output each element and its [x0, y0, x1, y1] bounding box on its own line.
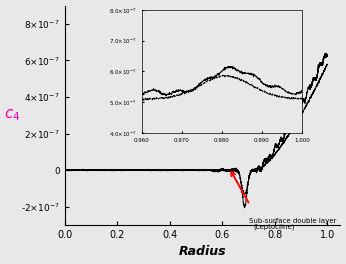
Text: $c_4$: $c_4$: [4, 107, 21, 123]
Text: (Leptocline): (Leptocline): [254, 223, 295, 230]
Text: Sub-surface double layer: Sub-surface double layer: [248, 218, 336, 224]
X-axis label: Radius: Radius: [179, 246, 226, 258]
